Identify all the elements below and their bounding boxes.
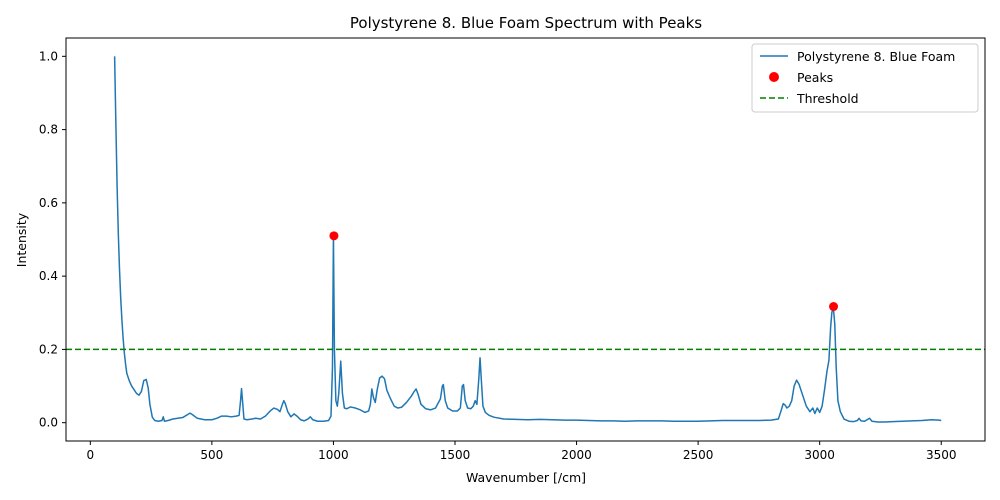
peak-marker: [829, 302, 839, 312]
legend-label-threshold: Threshold: [796, 91, 859, 106]
y-axis-label: Intensity: [14, 212, 29, 267]
x-axis: 0 500 1000 1500 2000 2500 3000 3500: [86, 441, 957, 462]
x-tick-label: 500: [200, 448, 223, 462]
x-tick-label: 1500: [440, 448, 471, 462]
spectrum-line: [113, 56, 942, 423]
y-tick-label: 1.0: [39, 49, 58, 63]
legend-peak-marker: [769, 72, 779, 82]
y-tick-label: 0.6: [39, 196, 58, 210]
legend: Polystyrene 8. Blue Foam Peaks Threshold: [751, 43, 979, 113]
x-tick-label: 0: [86, 448, 94, 462]
y-tick-label: 0.4: [39, 269, 58, 283]
legend-label-peaks: Peaks: [797, 70, 833, 85]
y-axis: 0.0 0.2 0.4 0.6 0.8 1.0: [39, 49, 66, 430]
axes-frame: [65, 37, 986, 442]
y-tick-label: 0.0: [39, 416, 58, 430]
x-tick-label: 3500: [926, 448, 957, 462]
y-tick-label: 0.2: [39, 342, 58, 356]
legend-label-spectrum: Polystyrene 8. Blue Foam: [797, 49, 955, 64]
x-tick-label: 3000: [804, 448, 835, 462]
x-tick-label: 2500: [683, 448, 714, 462]
plot-area: [66, 56, 985, 423]
peak-marker: [329, 231, 339, 241]
legend-box: [751, 43, 979, 113]
x-tick-label: 1000: [318, 448, 349, 462]
chart-title: Polystyrene 8. Blue Foam Spectrum with P…: [350, 14, 702, 32]
y-tick-label: 0.8: [39, 123, 58, 137]
x-tick-label: 2000: [561, 448, 592, 462]
x-axis-label: Wavenumber [/cm]: [466, 470, 586, 485]
